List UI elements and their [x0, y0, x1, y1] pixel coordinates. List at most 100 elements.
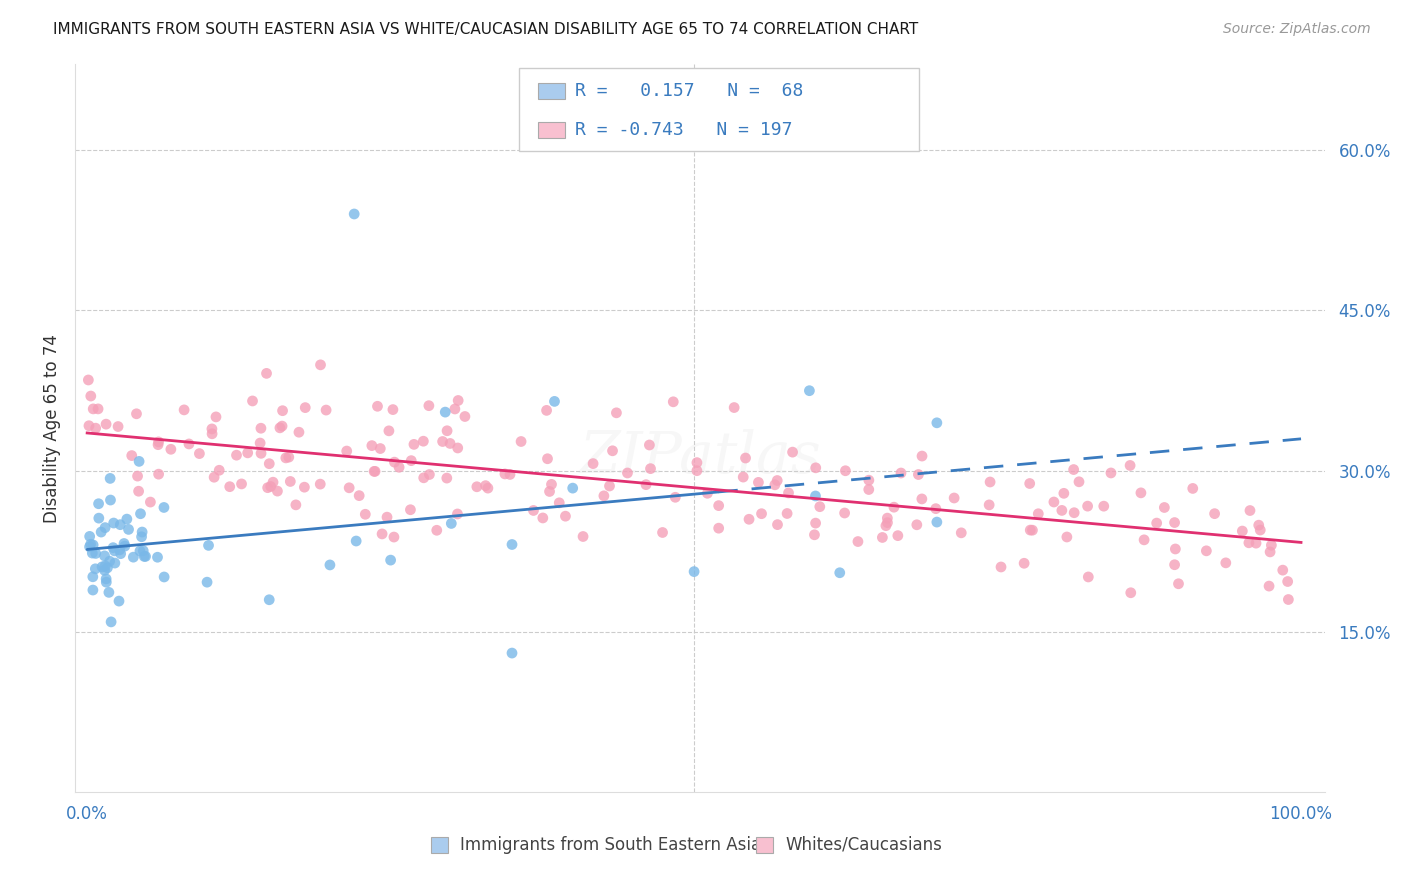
Point [808, 500, 831, 514]
Point [117, 523, 139, 537]
Point [501, 646, 523, 660]
Point [100, 615, 122, 629]
Point [236, 446, 259, 460]
Point [599, 479, 621, 493]
Point [979, 498, 1001, 512]
Point [271, 403, 294, 417]
Point [572, 529, 595, 543]
Point [242, 394, 264, 409]
Point [846, 534, 869, 549]
Point [907, 467, 929, 482]
Point [364, 464, 387, 478]
Point [90, 524, 112, 539]
Point [834, 506, 856, 520]
Point [510, 434, 533, 449]
Point [146, 438, 169, 452]
Point [1277, 574, 1299, 589]
Point [925, 416, 948, 430]
Bar [537, 83, 565, 99]
Point [309, 477, 332, 491]
Point [1133, 533, 1156, 547]
Point [347, 489, 370, 503]
Point [366, 399, 388, 413]
Point [294, 401, 316, 415]
Point [205, 409, 228, 424]
Point [104, 556, 127, 570]
Point [686, 464, 709, 478]
Point [447, 441, 470, 455]
Bar [432, 837, 449, 853]
Point [1043, 495, 1066, 509]
Y-axis label: Disability Age 65 to 74: Disability Age 65 to 74 [44, 334, 60, 523]
Point [799, 384, 821, 398]
Point [96, 561, 118, 575]
Point [734, 450, 756, 465]
Point [439, 436, 461, 450]
Point [763, 477, 786, 491]
Point [738, 512, 761, 526]
Point [440, 516, 463, 531]
Point [522, 503, 544, 517]
Point [77, 418, 100, 433]
Point [294, 480, 316, 494]
Point [309, 358, 332, 372]
Point [257, 592, 280, 607]
Point [638, 438, 661, 452]
Point [87, 401, 110, 416]
Point [1271, 563, 1294, 577]
Point [454, 409, 477, 424]
Point [256, 367, 278, 381]
Point [93, 549, 115, 563]
Point [79, 540, 101, 554]
Point [399, 453, 422, 467]
Point [872, 531, 894, 545]
Point [477, 481, 499, 495]
Text: R =   0.157   N =  68: R = 0.157 N = 68 [575, 82, 803, 100]
Point [1056, 530, 1078, 544]
Point [426, 523, 449, 537]
Point [87, 497, 110, 511]
Point [834, 464, 856, 478]
Point [1258, 545, 1281, 559]
Point [707, 499, 730, 513]
Point [890, 466, 912, 480]
Text: IMMIGRANTS FROM SOUTH EASTERN ASIA VS WHITE/CAUCASIAN DISABILITY AGE 65 TO 74 CO: IMMIGRANTS FROM SOUTH EASTERN ASIA VS WH… [53, 22, 918, 37]
Point [231, 477, 253, 491]
Point [371, 527, 394, 541]
Point [616, 466, 638, 480]
Point [434, 405, 457, 419]
Point [979, 475, 1001, 489]
Point [101, 541, 124, 555]
Point [98, 471, 121, 485]
Point [262, 475, 284, 490]
Point [188, 447, 211, 461]
Point [112, 536, 135, 550]
Text: Immigrants from South Eastern Asia: Immigrants from South Eastern Asia [460, 836, 762, 854]
Point [747, 475, 769, 490]
Point [858, 483, 880, 497]
Point [319, 558, 342, 572]
Point [134, 549, 156, 564]
Point [173, 403, 195, 417]
Point [87, 511, 110, 525]
Point [107, 419, 129, 434]
Point [536, 403, 558, 417]
Point [139, 495, 162, 509]
Point [412, 434, 434, 449]
Point [115, 512, 138, 526]
Point [412, 471, 434, 485]
Point [84, 546, 107, 560]
Point [225, 448, 247, 462]
Point [1026, 507, 1049, 521]
Point [399, 502, 422, 516]
Point [153, 570, 176, 584]
Point [98, 554, 121, 568]
Point [197, 538, 219, 552]
Point [943, 491, 966, 505]
Point [160, 442, 183, 457]
Point [640, 461, 662, 475]
Point [277, 450, 299, 464]
Point [990, 560, 1012, 574]
Point [683, 565, 706, 579]
Point [536, 451, 558, 466]
